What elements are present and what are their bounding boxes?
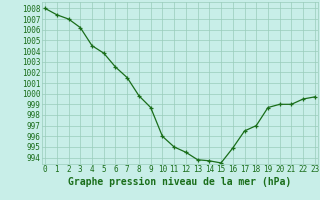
X-axis label: Graphe pression niveau de la mer (hPa): Graphe pression niveau de la mer (hPa) [68, 177, 292, 187]
